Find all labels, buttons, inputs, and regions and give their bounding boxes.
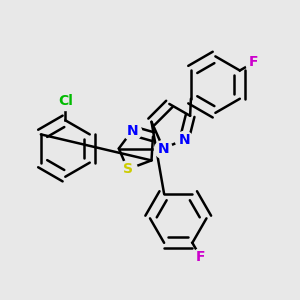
Text: N: N [178,133,190,147]
Text: S: S [123,162,133,176]
Text: N: N [126,124,138,138]
Text: Cl: Cl [58,94,73,108]
Text: F: F [249,55,259,69]
Text: F: F [196,250,205,264]
Text: N: N [158,142,169,155]
